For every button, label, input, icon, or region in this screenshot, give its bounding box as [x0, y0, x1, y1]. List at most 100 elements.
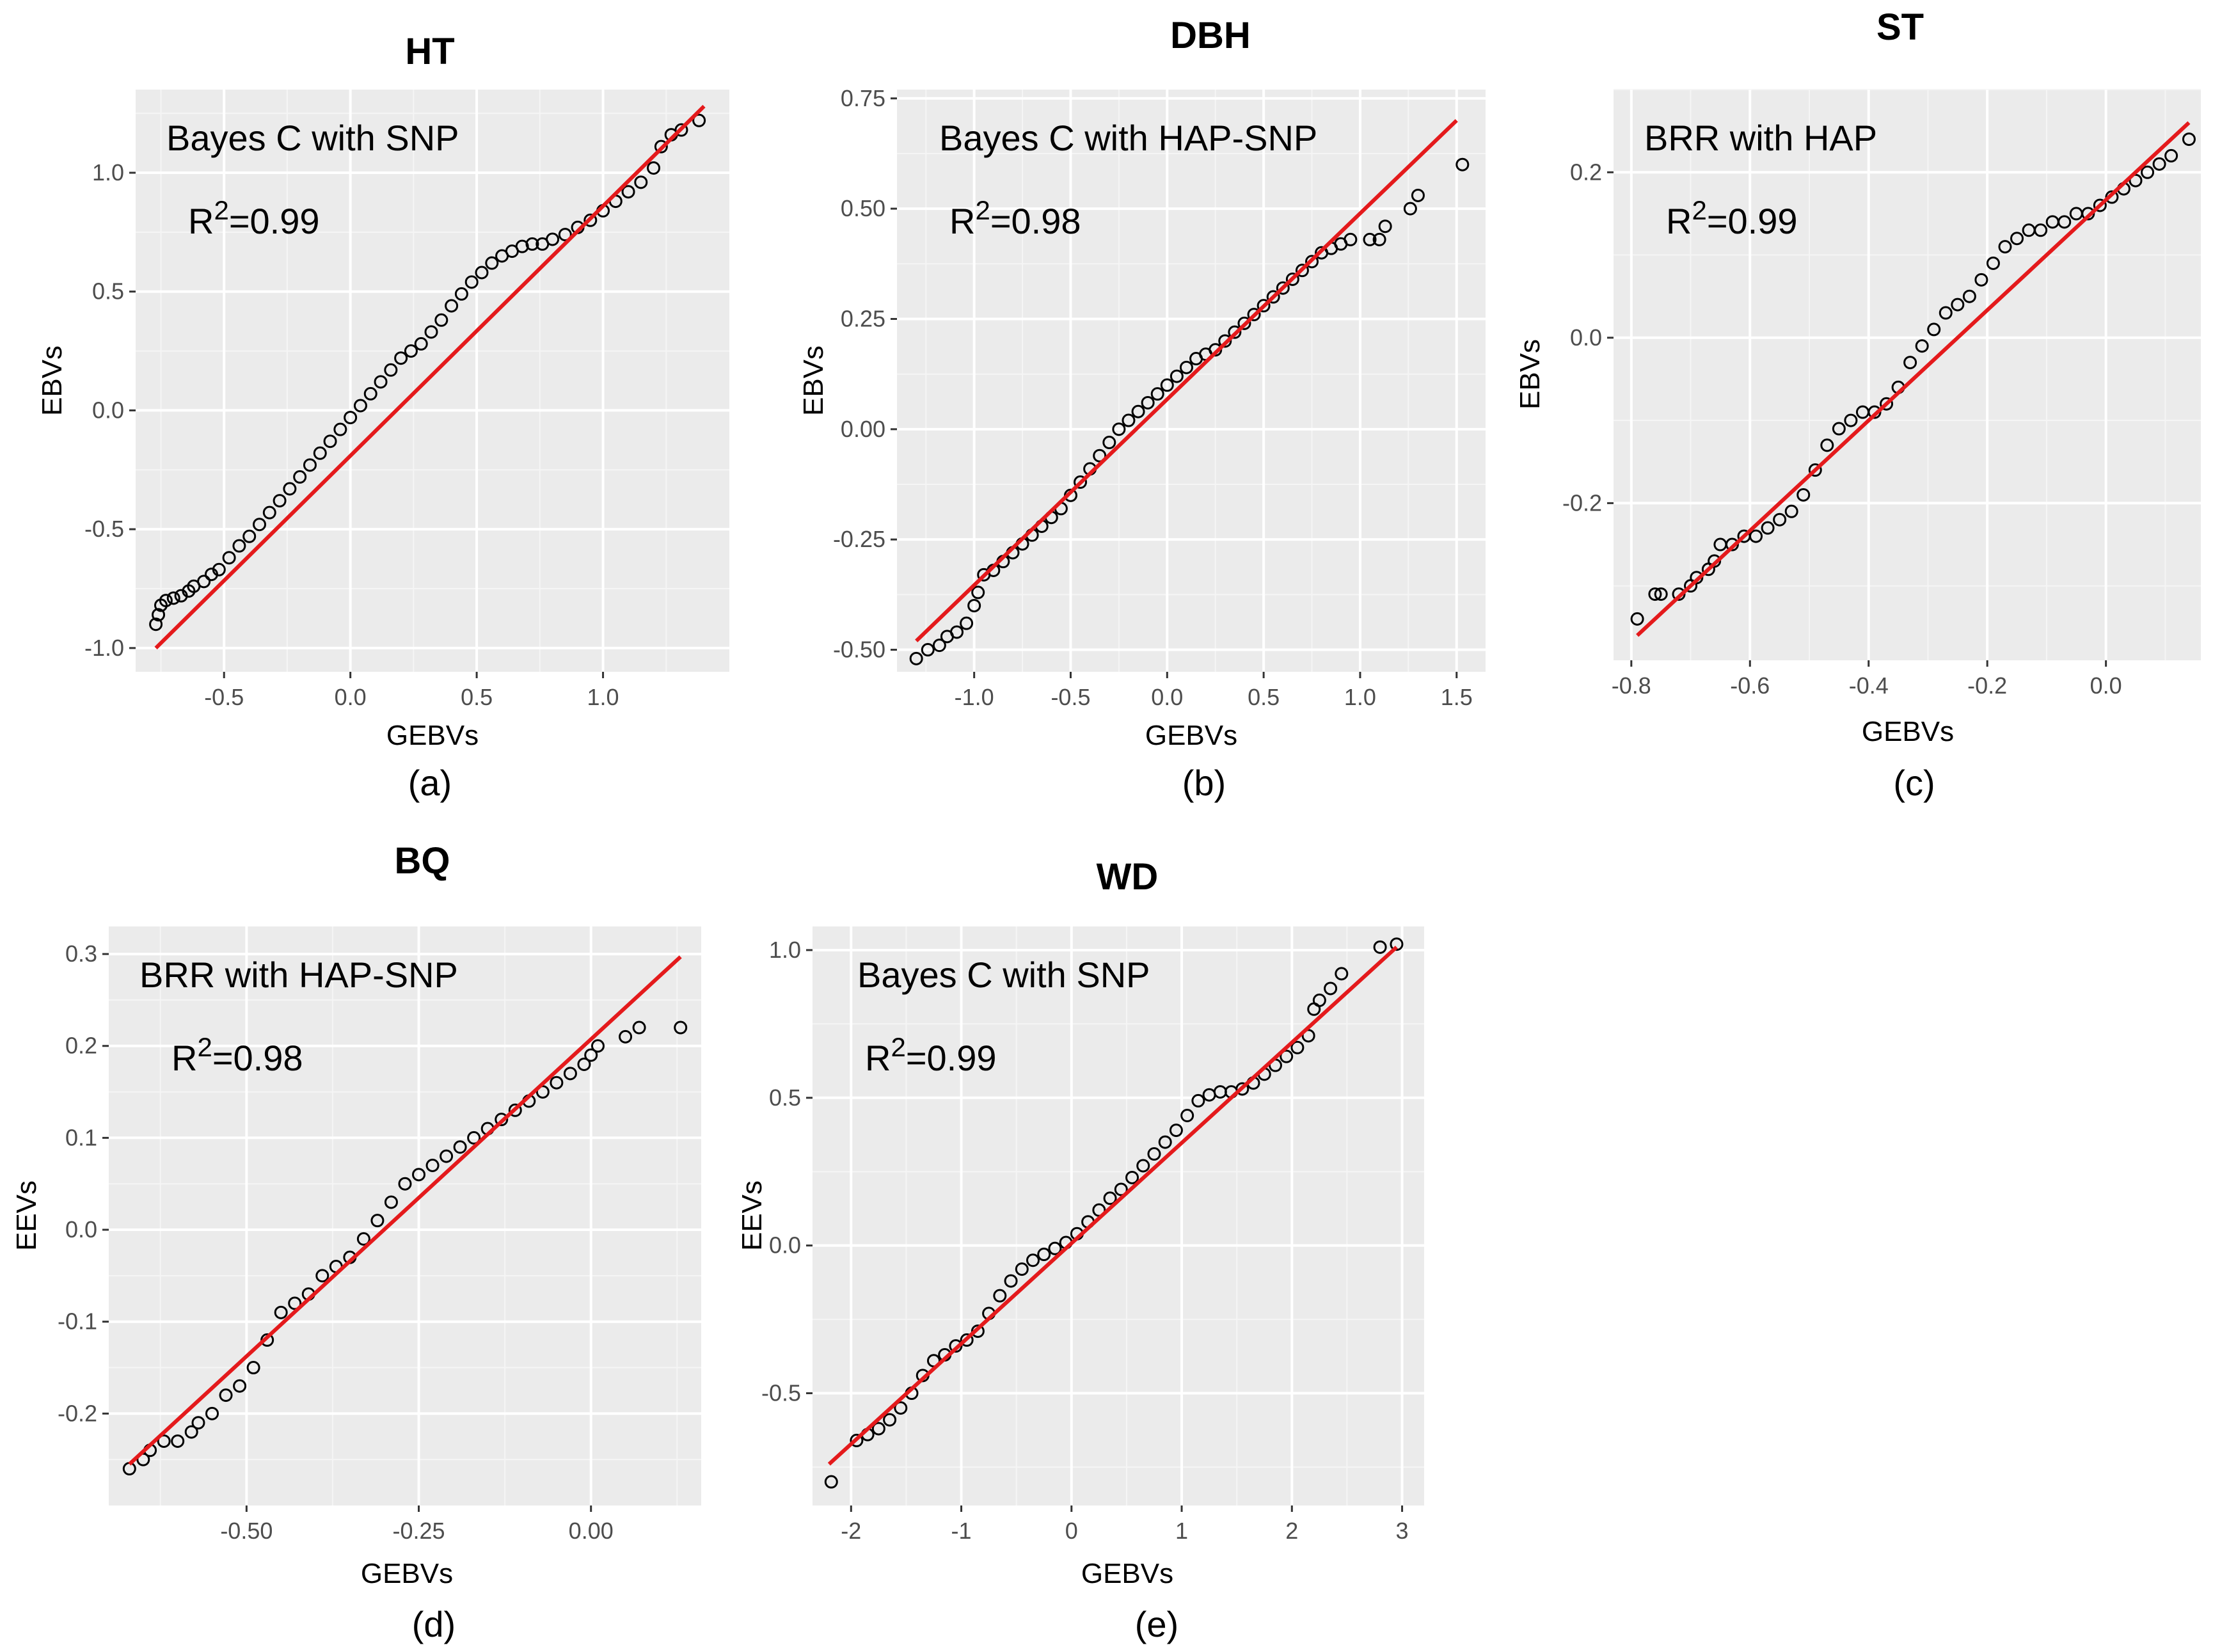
data-point — [356, 1232, 370, 1246]
data-point — [1131, 404, 1145, 418]
data-point — [384, 1195, 398, 1209]
data-point — [323, 434, 337, 449]
data-point — [2152, 157, 2166, 171]
data-point — [1257, 299, 1271, 313]
data-point — [1093, 449, 1107, 463]
data-point — [1305, 255, 1319, 269]
method-label: Bayes C with HAP-SNP — [939, 118, 1317, 158]
y-tick-label: 0.2 — [1570, 159, 1602, 185]
panel-caption: (a) — [408, 763, 452, 803]
data-point — [546, 232, 560, 246]
data-point — [159, 594, 173, 608]
data-point — [315, 1269, 329, 1283]
data-point — [1312, 993, 1326, 1007]
r2-value: =0.99 — [1707, 201, 1798, 241]
data-point — [634, 175, 648, 189]
data-point — [1844, 413, 1858, 427]
data-point — [1235, 1082, 1249, 1096]
data-point — [960, 1333, 974, 1347]
x-tick-label: -0.2 — [1967, 672, 2007, 699]
data-point — [344, 411, 358, 425]
y-axis-label: EBVs — [798, 345, 829, 416]
data-point — [233, 1379, 247, 1393]
data-point — [1903, 356, 1917, 370]
data-point — [425, 1158, 440, 1172]
data-point — [674, 1021, 688, 1035]
data-point — [384, 363, 398, 377]
fit-line — [1636, 121, 2191, 637]
data-point — [464, 275, 479, 289]
x-tick-label: -0.6 — [1730, 672, 1770, 699]
panel-bq: -0.50 -0.25 0.00 -0.2 -0.1 0.0 0.1 0.2 0.3 BRR wi… — [11, 840, 701, 1644]
x-tick-label: -1.0 — [955, 684, 994, 710]
r2-label: R2=0.99 — [1666, 195, 1798, 241]
fit-line — [915, 119, 1458, 642]
data-point — [1784, 504, 1798, 518]
data-point — [171, 1434, 185, 1448]
x-tick-label: 0.0 — [335, 684, 367, 710]
data-point — [850, 1433, 864, 1447]
data-point — [219, 1388, 233, 1402]
data-point — [370, 1214, 385, 1228]
x-tick-label: 0.00 — [569, 1518, 614, 1544]
data-point — [1276, 281, 1290, 295]
data-point — [1015, 1262, 1029, 1276]
data-point — [921, 643, 935, 657]
x-tick-label: -2 — [841, 1518, 861, 1544]
data-point — [1004, 1274, 1018, 1288]
data-point — [525, 237, 539, 251]
data-point — [1136, 1159, 1150, 1173]
data-point — [333, 422, 347, 436]
data-point — [1290, 1040, 1305, 1054]
method-label: Bayes C with SNP — [857, 955, 1150, 995]
x-tick-label: 2 — [1285, 1518, 1298, 1544]
r2-superscript: 2 — [197, 1032, 212, 1062]
x-tick-label: 0.0 — [2090, 672, 2122, 699]
y-axis-label: EEVs — [11, 1180, 42, 1251]
fit-line — [128, 955, 682, 1466]
data-point — [1335, 967, 1349, 981]
data-point — [1158, 1135, 1172, 1149]
data-point — [445, 299, 459, 313]
panel-caption: (b) — [1182, 763, 1226, 803]
data-point — [1344, 232, 1358, 246]
x-tick-label: -0.5 — [204, 684, 244, 710]
data-point — [1160, 378, 1174, 392]
data-point — [1390, 937, 1404, 951]
y-tick-label: -0.50 — [833, 637, 885, 663]
data-point — [647, 161, 661, 175]
r2-superscript: 2 — [214, 195, 228, 225]
y-tick-label: 0.5 — [92, 278, 124, 305]
data-point — [1074, 475, 1088, 489]
data-point — [1998, 240, 2012, 254]
x-tick-label: 0.5 — [461, 684, 493, 710]
data-point — [1749, 529, 1763, 543]
y-tick-label: -0.2 — [58, 1400, 97, 1426]
data-point — [1122, 413, 1136, 427]
data-point — [692, 113, 706, 127]
data-point — [1974, 273, 1988, 287]
y-tick-label: 0.0 — [65, 1216, 97, 1243]
x-tick-label: -0.25 — [393, 1518, 445, 1544]
data-point — [1378, 219, 1392, 234]
data-point — [1915, 339, 1929, 353]
data-point — [313, 446, 327, 460]
r2-label: R2=0.98 — [949, 195, 1081, 241]
data-point — [909, 651, 923, 665]
data-point — [374, 375, 388, 389]
panel-title: ST — [1876, 6, 1924, 48]
data-point — [2141, 165, 2155, 179]
r2-prefix: R — [1666, 201, 1692, 241]
panel-dbh: -1.0 -0.5 0.0 0.5 1.0 1.5 -0.50 -0.25 0.00 0.25 0.… — [798, 15, 1486, 803]
data-point — [1939, 306, 1953, 320]
y-tick-label: 0.0 — [1570, 324, 1602, 351]
data-point — [434, 313, 448, 327]
data-point — [1456, 157, 1470, 171]
data-point — [1169, 1124, 1183, 1138]
data-point — [1648, 587, 1662, 601]
data-point — [453, 1140, 467, 1154]
data-point — [558, 228, 572, 242]
data-point — [454, 287, 468, 301]
data-point — [283, 482, 297, 496]
